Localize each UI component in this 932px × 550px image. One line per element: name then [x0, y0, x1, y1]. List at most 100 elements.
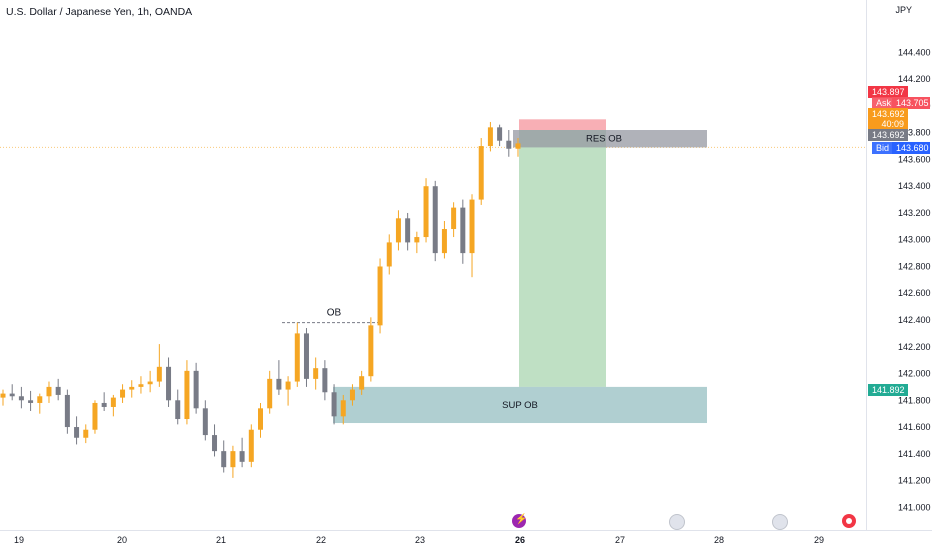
- candle-body: [83, 429, 89, 438]
- candle-body: [395, 218, 401, 243]
- price-tick-label: 144.200: [898, 74, 931, 84]
- candle-body: [340, 400, 346, 417]
- currency-label: JPY: [895, 5, 912, 15]
- candle-body: [267, 378, 273, 409]
- candle-body: [129, 386, 135, 390]
- candle-body: [37, 396, 43, 403]
- candle-body: [110, 397, 116, 407]
- time-tick-label: 26: [515, 535, 525, 545]
- price-tick-label: 141.800: [898, 395, 931, 405]
- price-tick-label: 143.200: [898, 208, 931, 218]
- price-badge: 141.892: [868, 384, 908, 396]
- price-tick-label: 141.400: [898, 449, 931, 459]
- candle-body: [166, 366, 172, 401]
- candle-body: [92, 402, 98, 430]
- price-tick-label: 142.200: [898, 342, 931, 352]
- candle-body: [28, 400, 34, 403]
- candle-body: [313, 368, 319, 379]
- candle-body: [258, 408, 263, 430]
- price-tick-label: 142.000: [898, 369, 931, 379]
- candle-body: [230, 451, 236, 468]
- candle-body: [478, 146, 484, 200]
- symbol-title: U.S. Dollar / Japanese Yen, 1h, OANDA: [6, 6, 193, 18]
- ob-label: OB: [327, 308, 342, 319]
- us-flag-icon[interactable]: [772, 514, 788, 530]
- candle-body: [202, 408, 208, 436]
- price-badge: 143.705: [892, 97, 930, 109]
- candle-body: [377, 266, 383, 326]
- time-tick-label: 22: [316, 535, 326, 545]
- price-tick-label: 142.400: [898, 315, 931, 325]
- candle-body: [303, 333, 309, 379]
- take-profit-zone: [519, 130, 606, 387]
- candle-body: [469, 199, 475, 254]
- candle-body: [101, 402, 107, 407]
- price-tick-label: 143.800: [898, 128, 931, 138]
- candle-body: [120, 389, 126, 398]
- candle-body: [0, 393, 6, 398]
- sup-ob-zone: [333, 386, 707, 424]
- candle-body: [294, 333, 300, 382]
- candle-body: [349, 389, 355, 401]
- candle-body: [175, 400, 181, 420]
- us-flag-icon[interactable]: [669, 514, 685, 530]
- candle-body: [414, 237, 420, 243]
- price-tick-label: 142.800: [898, 261, 931, 271]
- time-tick-label: 21: [216, 535, 226, 545]
- time-tick-label: 20: [117, 535, 127, 545]
- candle-body: [147, 381, 153, 385]
- candle-body: [138, 384, 144, 387]
- candle-body: [248, 429, 254, 462]
- price-tick-label: 143.400: [898, 181, 931, 191]
- candle-body: [221, 451, 227, 468]
- candle-body: [74, 427, 80, 438]
- price-badge: 143.692: [868, 108, 908, 120]
- ask-tag: Ask: [872, 97, 896, 109]
- stop-loss-zone: [519, 119, 606, 131]
- bid-tag: Bid: [872, 142, 894, 154]
- candle-body: [64, 394, 70, 428]
- price-tick-label: 141.600: [898, 422, 931, 432]
- event-lightning-icon[interactable]: ⚡: [512, 514, 527, 528]
- candle-body: [386, 242, 392, 267]
- time-tick-label: 27: [615, 535, 625, 545]
- candle-body: [9, 393, 15, 397]
- candle-body: [184, 370, 190, 420]
- price-badge: 40:09: [868, 118, 908, 130]
- candle-body: [55, 386, 61, 395]
- candle-body: [423, 186, 429, 238]
- candle-body: [285, 381, 291, 390]
- candle-body: [322, 368, 328, 393]
- candle-body: [193, 370, 199, 409]
- price-tick-label: 141.000: [898, 502, 931, 512]
- sup-ob-label: SUP OB: [502, 400, 538, 411]
- res-ob-zone: [513, 130, 707, 148]
- candle-body: [460, 207, 466, 254]
- time-tick-label: 19: [14, 535, 24, 545]
- price-tick-label: 142.600: [898, 288, 931, 298]
- time-tick-label: 23: [415, 535, 425, 545]
- candle-body: [506, 140, 512, 149]
- price-badge: 143.897: [868, 86, 908, 98]
- candle-body: [515, 143, 521, 149]
- candle-body: [441, 229, 447, 254]
- candle-body: [432, 186, 438, 254]
- candle-body: [156, 366, 162, 382]
- candle-body: [359, 376, 365, 390]
- price-badge: 143.692: [868, 129, 908, 141]
- time-tick-label: 28: [714, 535, 724, 545]
- price-tick-label: 144.400: [898, 47, 931, 57]
- candle-body: [18, 396, 24, 401]
- candle-body: [331, 392, 337, 417]
- candle-body: [368, 325, 374, 377]
- price-tick-label: 143.600: [898, 154, 931, 164]
- price-tick-label: 143.000: [898, 235, 931, 245]
- candle-body: [239, 451, 245, 462]
- candle-body: [46, 386, 52, 397]
- price-badge: 143.680: [892, 142, 930, 154]
- candle-body: [497, 127, 503, 141]
- res-ob-label: RES OB: [586, 134, 622, 145]
- event-marker-icon[interactable]: [842, 514, 856, 528]
- candle-body: [276, 378, 282, 390]
